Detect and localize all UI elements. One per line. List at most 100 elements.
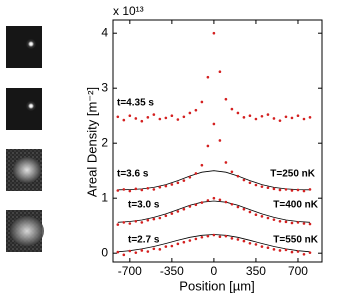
data-point [134, 187, 138, 191]
data-point [308, 251, 312, 254]
data-point [206, 234, 210, 238]
data-point [182, 115, 186, 119]
data-point [218, 198, 222, 202]
data-point [302, 222, 306, 225]
data-point [128, 189, 132, 193]
data-point [116, 115, 120, 119]
data-point [266, 186, 270, 190]
data-point [206, 199, 210, 202]
data-point [290, 221, 294, 225]
data-point [242, 207, 246, 211]
data-point [230, 170, 234, 174]
x-tick-label: 700 [288, 264, 308, 278]
data-point [122, 253, 126, 257]
data-point [146, 218, 150, 222]
y-tick-label: 0 [101, 245, 108, 259]
data-point [158, 117, 162, 121]
data-point [278, 249, 282, 252]
annotation: T=400 nK [273, 200, 319, 211]
data-point [236, 238, 240, 241]
data-point [230, 107, 234, 111]
data-point [212, 122, 216, 126]
data-point [176, 181, 180, 185]
data-point [272, 117, 276, 120]
data-point [194, 203, 198, 207]
data-point [260, 185, 264, 188]
image-spot [10, 216, 44, 246]
data-point [230, 202, 234, 206]
data-point [308, 222, 312, 226]
data-point [272, 187, 276, 191]
data-point [296, 250, 300, 253]
data-point [236, 205, 240, 209]
data-point [182, 179, 186, 182]
data-point [284, 220, 288, 224]
data-point [224, 200, 228, 204]
data-point [302, 189, 306, 193]
data-point [242, 116, 246, 119]
data-point [230, 237, 234, 240]
image [6, 26, 42, 68]
data-point [122, 221, 126, 224]
data-point [308, 188, 312, 191]
data-point [284, 115, 288, 119]
data-point [188, 205, 192, 208]
data-point [266, 113, 270, 116]
data-point [242, 239, 246, 243]
data-point [260, 114, 264, 118]
data-point [158, 248, 162, 251]
data-point [212, 233, 216, 237]
data-point [188, 111, 192, 115]
data-point [260, 245, 264, 248]
data-point [188, 239, 192, 242]
fit-line [117, 170, 311, 191]
data-point [218, 70, 222, 73]
data-point [122, 118, 126, 122]
data-point [308, 116, 312, 119]
data-point [116, 223, 120, 226]
data-point [236, 111, 240, 115]
data-point [128, 222, 132, 225]
data-point [194, 237, 198, 241]
annotation: T=550 nK [273, 235, 319, 246]
data-point [302, 253, 306, 256]
annotation: t=2.7 s [128, 235, 160, 246]
data-point [278, 119, 282, 122]
data-point [254, 183, 258, 187]
plot-frame [112, 19, 323, 263]
data-point [116, 250, 120, 254]
data-point [200, 100, 204, 104]
data-point [212, 31, 216, 35]
image [6, 88, 42, 130]
data-point [296, 221, 300, 224]
data-point [170, 183, 174, 186]
data-point [182, 240, 186, 244]
data-point [248, 210, 252, 214]
data-point [140, 221, 144, 224]
data-point [140, 249, 144, 252]
data-point [224, 97, 228, 101]
data-point [158, 216, 162, 220]
data-point [134, 220, 138, 223]
data-point [164, 245, 168, 248]
x-tick-label: -350 [160, 264, 184, 278]
data-point [278, 220, 282, 223]
data-point [140, 188, 144, 192]
data-point [248, 242, 252, 245]
data-point [266, 246, 270, 249]
data-point [284, 188, 288, 191]
data-point [152, 188, 156, 191]
data-point [170, 114, 174, 117]
data-point [164, 214, 168, 218]
image-spot [26, 39, 36, 49]
data-point [296, 114, 300, 117]
data-point [266, 216, 270, 220]
data-point [272, 218, 276, 221]
data-point [218, 235, 222, 238]
data-point [128, 114, 132, 117]
x-tick-label: -700 [118, 264, 142, 278]
data-point [248, 114, 252, 117]
x-tick-label: 0 [211, 264, 218, 278]
data-point [194, 172, 198, 175]
data-point [248, 181, 252, 185]
